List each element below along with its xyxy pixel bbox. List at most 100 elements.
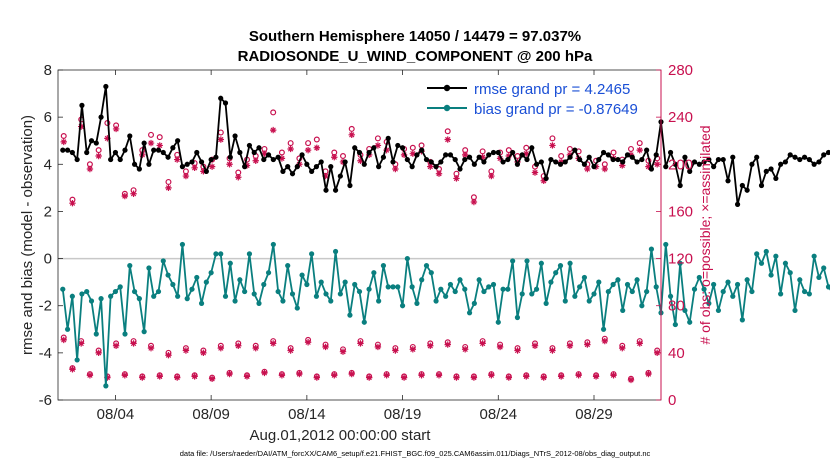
rmse-point <box>763 168 769 174</box>
rmse-point <box>198 159 205 165</box>
y2-tick-label: 120 <box>668 251 693 268</box>
obs-possible-point <box>156 134 163 141</box>
rmse-point <box>792 154 798 160</box>
rmse-point <box>648 166 655 172</box>
bias-point <box>304 281 310 288</box>
bias-point <box>112 288 119 295</box>
bias-point <box>754 251 760 257</box>
rmse-point <box>366 149 372 156</box>
bias-point <box>816 274 822 281</box>
obs-assimilated-point <box>461 346 469 353</box>
bias-point <box>624 281 631 288</box>
rmse-point <box>151 147 157 153</box>
obs-assimilated-point <box>348 370 355 378</box>
obs-assimilated-point <box>470 198 478 206</box>
obs-assimilated-point <box>383 372 390 379</box>
obs-assimilated-point <box>208 375 216 382</box>
obs-possible-point <box>479 148 486 155</box>
obs-assimilated-point <box>348 131 355 139</box>
bias-point <box>825 284 830 290</box>
rmse-point <box>347 182 353 189</box>
obs-assimilated-point <box>645 370 652 378</box>
rmse-point <box>98 114 104 120</box>
obs-possible-point <box>348 125 355 132</box>
rmse-point <box>782 159 789 165</box>
bias-point <box>376 298 382 304</box>
obs-assimilated-point <box>575 372 582 379</box>
bias-point <box>218 251 224 257</box>
obs-possible-point <box>270 109 277 116</box>
plot-area <box>58 70 661 400</box>
obs-possible-point <box>627 145 634 152</box>
bias-point <box>93 331 99 337</box>
obs-assimilated-point <box>296 161 303 168</box>
bias-point <box>610 281 616 288</box>
obs-assimilated-point <box>409 346 417 353</box>
y-tick-label: 2 <box>44 203 52 220</box>
rmse-point <box>242 164 248 170</box>
obs-assimilated-point <box>610 372 617 379</box>
bias-point <box>667 293 674 299</box>
rmse-point <box>553 159 559 165</box>
obs-assimilated-point <box>226 370 233 378</box>
rmse-point <box>390 159 396 165</box>
obs-assimilated-point <box>322 343 329 351</box>
bias-point <box>663 241 669 248</box>
rmse-point <box>514 161 521 167</box>
chart-title-line2: RADIOSONDE_U_WIND_COMPONENT @ 200 hPa <box>238 48 593 65</box>
bias-point <box>581 274 588 281</box>
y-tick-label: -2 <box>39 298 52 315</box>
bias-point <box>409 284 415 290</box>
obs-possible-point <box>549 135 556 142</box>
rmse-point <box>510 149 516 156</box>
rmse-point <box>251 149 257 156</box>
rmse-point <box>787 152 793 158</box>
bias-point <box>476 277 482 283</box>
obs-possible-point <box>165 178 172 185</box>
bias-point <box>490 281 497 288</box>
y-tick-label: 8 <box>44 62 52 79</box>
bias-point <box>395 284 401 290</box>
obs-assimilated-point <box>261 369 268 377</box>
obs-assimilated-point <box>208 163 216 170</box>
bias-point <box>313 293 320 299</box>
rmse-point <box>567 154 573 160</box>
bias-point <box>414 300 420 306</box>
obs-assimilated-point <box>383 146 390 154</box>
rmse-point <box>232 133 238 139</box>
rmse-point <box>476 154 482 160</box>
rmse-point <box>395 142 401 149</box>
obs-assimilated-point <box>147 344 155 352</box>
obs-assimilated-point <box>531 342 539 349</box>
bias-point <box>404 255 410 262</box>
bias-point <box>519 291 525 297</box>
obs-assimilated-point <box>121 372 129 379</box>
bias-point <box>213 251 219 257</box>
rmse-point <box>471 161 477 167</box>
legend-bias-label: bias grand pr = -0.87649 <box>474 101 638 118</box>
bias-point <box>428 270 434 276</box>
obs-assimilated-point <box>540 177 547 184</box>
y2-tick-label: 200 <box>668 156 693 173</box>
bias-point <box>328 298 334 304</box>
obs-assimilated-point <box>514 347 521 354</box>
rmse-point <box>605 152 611 158</box>
bias-point <box>801 288 808 295</box>
rmse-point <box>203 168 209 174</box>
rmse-point <box>371 145 377 151</box>
bias-point <box>361 319 367 325</box>
obs-assimilated-point <box>636 146 643 154</box>
obs-assimilated-point <box>173 374 181 381</box>
y-tick-label: -4 <box>39 345 52 362</box>
obs-assimilated-point <box>374 142 382 149</box>
rmse-point <box>265 152 272 158</box>
rmse-point <box>610 156 616 163</box>
bias-point <box>69 293 75 299</box>
rmse-point <box>179 164 186 170</box>
bias-point <box>811 253 817 259</box>
y-axis-label: rmse and bias (model - observation) <box>19 115 36 355</box>
bias-point <box>151 293 157 299</box>
y-tick-label: 0 <box>44 251 52 268</box>
y2-tick-label: 0 <box>668 392 676 409</box>
